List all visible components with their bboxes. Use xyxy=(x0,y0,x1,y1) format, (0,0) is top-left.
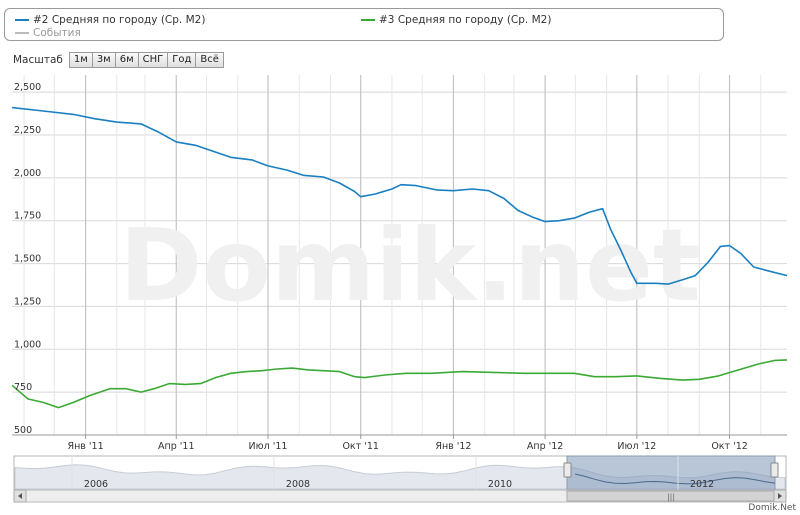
navigator-year-label: 2008 xyxy=(286,479,310,490)
navigator-selection[interactable] xyxy=(566,455,776,491)
y-tick-label: 500 xyxy=(14,425,32,436)
navigator-year-label: 2006 xyxy=(84,479,108,490)
zoom-1y-button[interactable]: Год xyxy=(167,52,196,68)
legend-item-events[interactable]: События xyxy=(15,27,81,39)
zoom-6m-button[interactable]: 6м xyxy=(114,52,138,68)
series-line-series-3 xyxy=(11,359,788,409)
legend-label-events: События xyxy=(33,27,81,39)
legend-item-series-2[interactable]: #2 Средняя по городу (Ср. M2) xyxy=(15,14,205,26)
legend-label-series-3: #3 Средняя по городу (Ср. M2) xyxy=(379,14,552,26)
navigator-scrollbar[interactable]: ||| xyxy=(13,489,787,503)
chart-legend: #2 Средняя по городу (Ср. M2) #3 Средняя… xyxy=(4,8,724,41)
y-tick-label: 1,750 xyxy=(14,211,41,222)
x-tick-label: Окт '12 xyxy=(711,441,747,452)
series-layer xyxy=(11,106,788,409)
legend-label-series-2: #2 Средняя по городу (Ср. M2) xyxy=(33,14,206,26)
navigator-year-label: 2012 xyxy=(690,479,714,490)
navigator-selected-series xyxy=(574,473,776,485)
x-tick-label: Июл '12 xyxy=(617,441,656,452)
legend-swatch-series-2 xyxy=(15,19,29,21)
navigator[interactable]: 2006 2008 2010 2012 xyxy=(13,455,787,491)
y-tick-label: 2,250 xyxy=(14,125,41,136)
x-tick-label: Апр '12 xyxy=(527,441,563,452)
y-tick-label: 1,000 xyxy=(14,339,41,350)
zoom-controls: Масштаб 1м 3м 6м СНГ Год Всё xyxy=(13,52,224,68)
zoom-ytd-button[interactable]: СНГ xyxy=(137,52,168,68)
scrollbar-right-arrow-icon xyxy=(778,493,782,499)
x-tick-label: Апр '11 xyxy=(158,441,194,452)
y-tick-label: 1,500 xyxy=(14,254,41,265)
navigator-year-labels: 2006 2008 2010 2012 xyxy=(71,456,714,490)
y-tick-label: 2,500 xyxy=(14,82,41,93)
zoom-3m-button[interactable]: 3м xyxy=(91,52,115,68)
navigator-handle-right[interactable] xyxy=(770,462,779,478)
legend-swatch-series-3 xyxy=(361,19,375,21)
x-tick-label: Янв '11 xyxy=(67,441,103,452)
series-line-series-2 xyxy=(11,106,788,285)
x-tick-label: Окт '11 xyxy=(342,441,378,452)
zoom-1m-button[interactable]: 1м xyxy=(68,52,92,68)
zoom-all-button[interactable]: Всё xyxy=(195,52,224,68)
y-tick-label: 2,000 xyxy=(14,168,41,179)
scrollbar-grip-icon: ||| xyxy=(667,493,675,502)
x-gridlines xyxy=(23,75,762,435)
credit-label: Domik.Net xyxy=(748,503,796,513)
y-tick-label: 1,250 xyxy=(14,296,41,307)
navigator-year-label: 2010 xyxy=(488,479,512,490)
legend-item-series-3[interactable]: #3 Средняя по городу (Ср. M2) xyxy=(361,14,551,26)
y-tick-label: 750 xyxy=(14,382,32,393)
watermark: Domik.net xyxy=(119,207,701,324)
legend-swatch-events xyxy=(15,32,29,34)
scrollbar-left-arrow-icon xyxy=(18,493,22,499)
x-tick-label: Июл '11 xyxy=(249,441,288,452)
x-tick-label: Янв '12 xyxy=(435,441,471,452)
zoom-label: Масштаб xyxy=(13,54,63,66)
x-axis-labels: Янв '11 Апр '11 Июл '11 Окт '11 Янв '12 Апр '… xyxy=(67,435,748,452)
y-axis-labels: 500 750 1,000 1,250 1,500 1,750 2,000 2,250 2,50… xyxy=(14,82,41,436)
navigator-handle-left[interactable] xyxy=(563,462,572,478)
